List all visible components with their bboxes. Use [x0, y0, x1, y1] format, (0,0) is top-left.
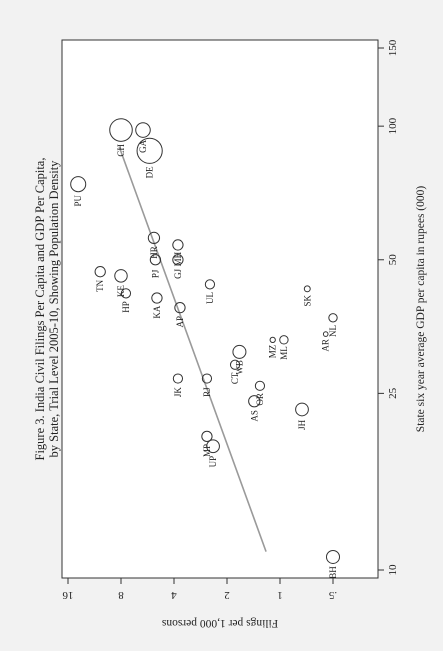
y-tick-label: 16	[62, 589, 74, 601]
point-label: KE	[116, 285, 126, 297]
data-point	[172, 254, 184, 266]
point-label: ML	[279, 346, 289, 360]
point-label: UL	[205, 292, 215, 304]
point-label: RJ	[202, 387, 212, 397]
point-label: PU	[73, 194, 83, 206]
point-label: HP	[121, 301, 131, 313]
chart-subtitle: by State, Trial Level 2005-10, Showing P…	[47, 160, 61, 458]
data-point	[322, 331, 329, 337]
point-label: AS	[249, 410, 259, 422]
point-label: GA	[138, 139, 148, 152]
data-point	[328, 313, 338, 323]
point-label: TN	[95, 279, 105, 291]
y-tick-label: 2	[224, 589, 230, 601]
data-point	[172, 373, 184, 384]
point-label: GJ	[173, 268, 183, 278]
point-label: DE	[145, 166, 155, 178]
data-point	[325, 549, 341, 564]
data-point	[295, 402, 309, 417]
x-tick-label: 10	[387, 564, 399, 576]
point-label: MH	[173, 251, 183, 266]
plot-frame	[61, 39, 379, 579]
point-label: UP	[208, 456, 218, 468]
point-label: JH	[297, 419, 307, 430]
data-point	[174, 302, 186, 314]
point-label: SK	[302, 295, 312, 307]
x-tick-label: 150	[387, 39, 399, 56]
point-label: KA	[152, 305, 162, 318]
data-point	[94, 266, 106, 278]
y-axis-label: Filings per 1,000 persons	[161, 617, 278, 629]
data-point	[229, 359, 241, 370]
data-point	[172, 239, 184, 251]
y-tick-label: 8	[118, 589, 124, 601]
data-point	[254, 380, 266, 391]
point-label: WB	[234, 360, 244, 375]
data-point	[114, 269, 128, 283]
data-point	[201, 430, 213, 443]
point-label: MZ	[268, 345, 278, 359]
data-point	[147, 231, 161, 245]
point-label: AR	[321, 339, 331, 352]
point-label: CH	[116, 144, 126, 157]
data-point	[269, 336, 276, 344]
point-label: CT	[230, 372, 240, 384]
point-label: NL	[328, 325, 338, 337]
x-tick-label: 25	[387, 387, 399, 399]
ticks-layer: 10 25 50 100 150 16 8 4 2 1 .5	[62, 39, 399, 601]
fit-line	[118, 146, 267, 552]
data-point	[232, 344, 247, 359]
data-point	[149, 254, 162, 266]
point-label: BH	[328, 566, 338, 579]
chart-title: Figure 3. India Civil Filings Per Capita…	[33, 158, 47, 461]
data-point	[70, 176, 87, 193]
data-point	[303, 285, 311, 293]
y-tick-label: 1	[277, 589, 283, 601]
x-tick-label: 50	[387, 254, 399, 266]
point-label: JK	[173, 387, 183, 398]
point-label: PJ	[150, 269, 160, 278]
x-axis-label: State six year average GDP per capita in…	[415, 186, 427, 433]
point-label: MP	[202, 444, 212, 457]
data-point	[120, 288, 132, 299]
y-tick-label: .5	[328, 589, 337, 601]
data-point	[109, 118, 133, 142]
data-point	[201, 373, 213, 384]
data-point	[248, 395, 261, 408]
data-point	[206, 439, 220, 454]
x-tick-label: 100	[387, 117, 399, 134]
data-point	[151, 292, 163, 304]
data-point	[204, 279, 216, 290]
point-label: HR	[149, 246, 159, 259]
data-point	[136, 137, 163, 164]
data-point	[279, 335, 289, 345]
y-tick-label: 4	[171, 589, 177, 601]
data-point	[135, 122, 151, 138]
point-label: AP	[175, 316, 185, 328]
